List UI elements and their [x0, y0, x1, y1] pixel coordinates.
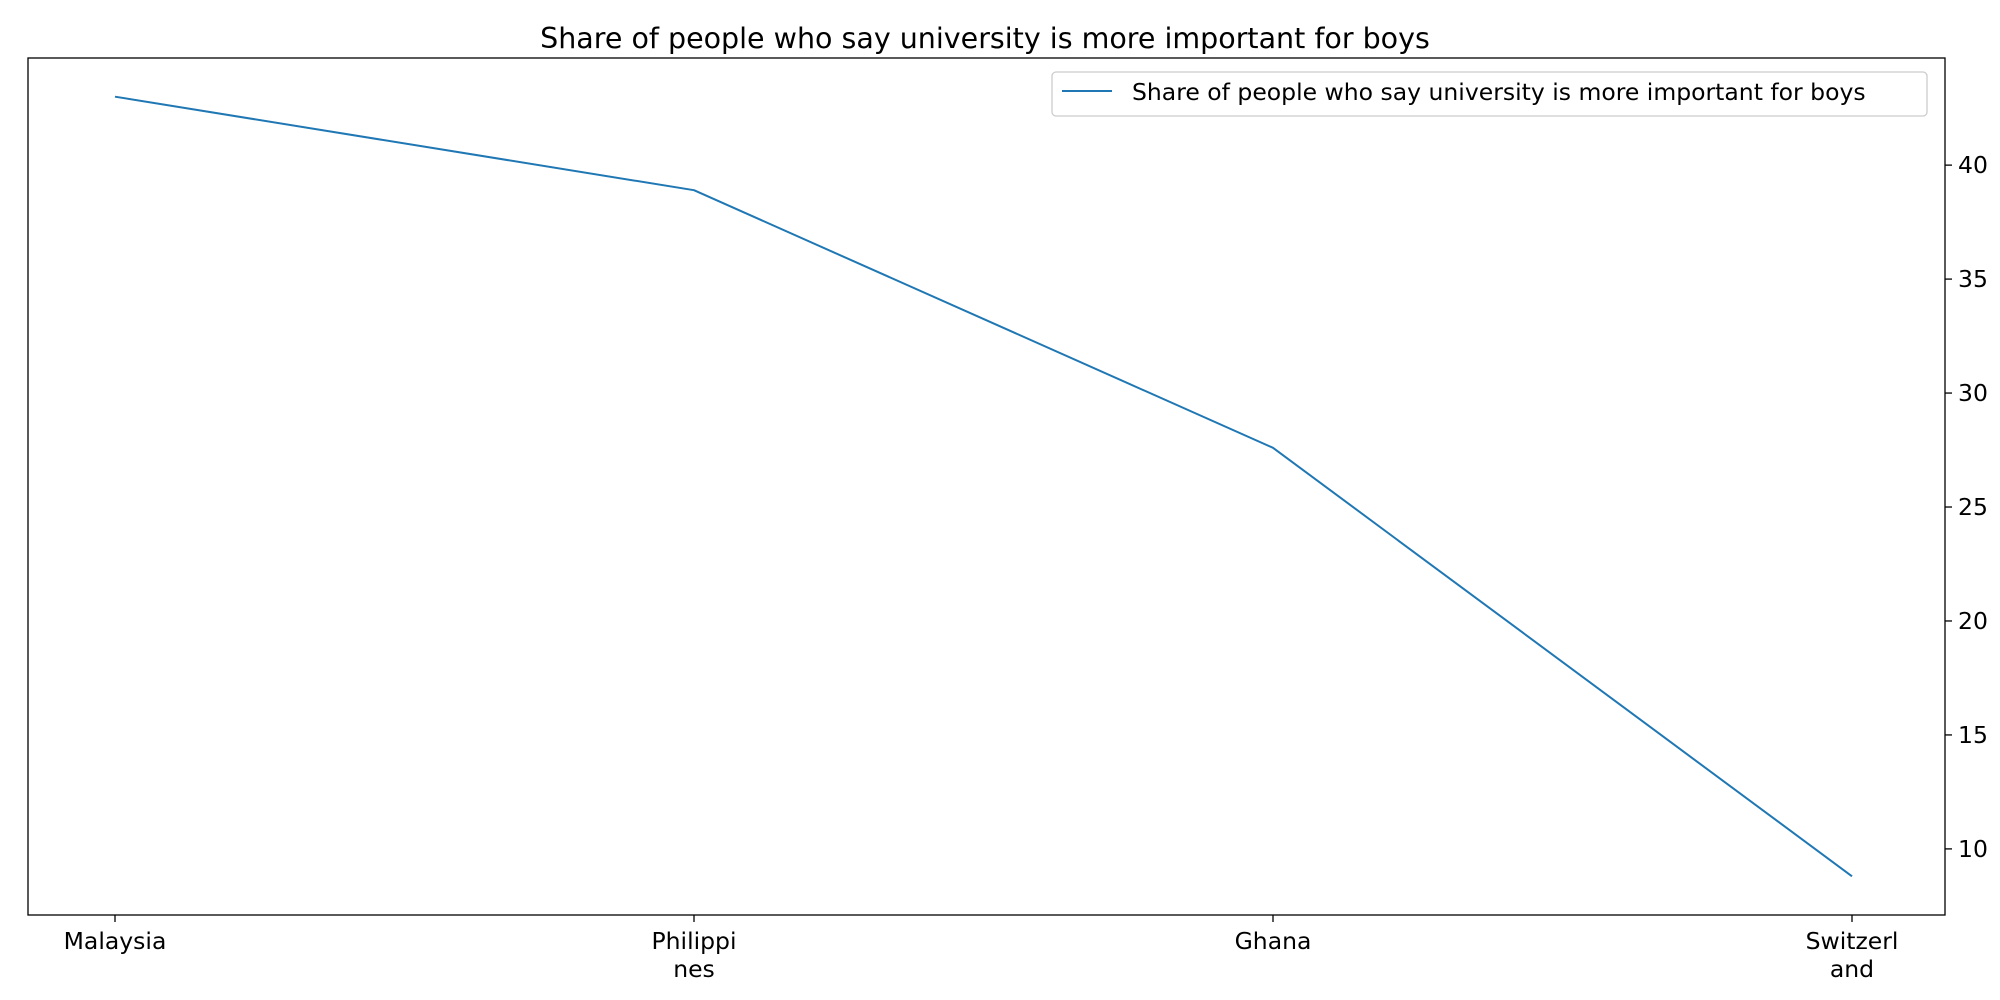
y-tick-label: 15 [1958, 721, 1988, 749]
legend-label: Share of people who say university is mo… [1132, 78, 1866, 106]
plot-frame [27, 57, 1946, 916]
y-tick-label: 40 [1958, 151, 1988, 179]
series-line-0 [114, 95, 1853, 878]
legend-box [1051, 71, 1928, 117]
y-tick-label: 25 [1958, 493, 1988, 521]
plot-area: Malaysia Philippi nes Ghana Switzerl and 10 15 2… [64, 95, 1988, 983]
legend: Share of people who say university is mo… [1051, 71, 1928, 117]
x-tick-label: Switzerl and [1806, 927, 1899, 983]
y-tick-label: 30 [1958, 379, 1988, 407]
x-tick-label: Philippi nes [651, 927, 736, 983]
y-tick-label: 35 [1958, 265, 1988, 293]
x-tick-label: Ghana [1235, 927, 1312, 955]
chart-title: Share of people who say university is mo… [540, 22, 1430, 55]
y-tick-label: 10 [1958, 835, 1988, 863]
x-tick-label: Malaysia [64, 927, 167, 955]
y-tick-label: 20 [1958, 607, 1988, 635]
